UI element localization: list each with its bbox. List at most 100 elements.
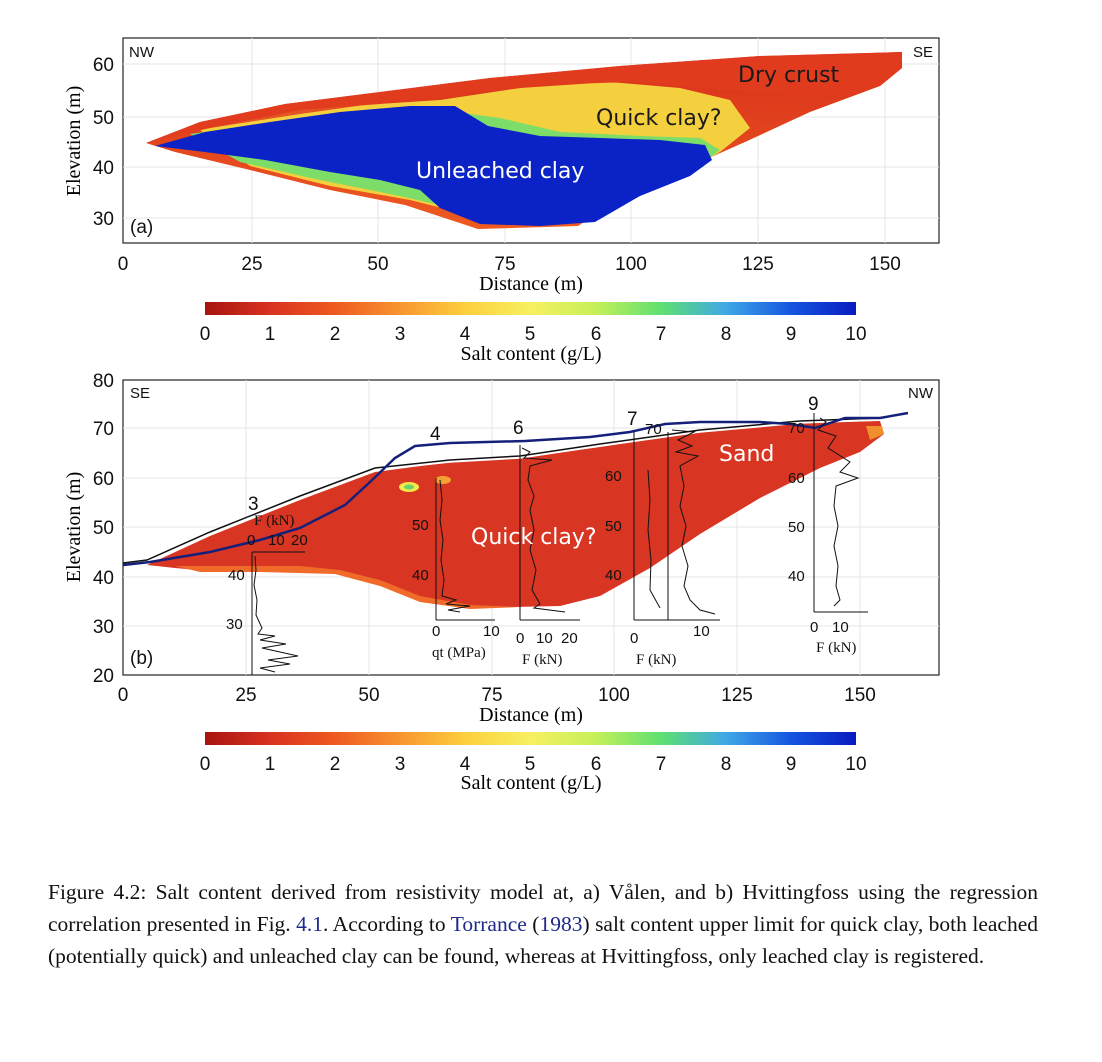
panel-b-xtick: 150 xyxy=(844,685,876,706)
panel-a-corner-left: NW xyxy=(129,44,155,61)
profile-6: 6 60 50 40 0 10 20 F (kN) xyxy=(513,418,622,668)
colorbar-a-tick: 6 xyxy=(591,324,602,345)
profile-3-trace xyxy=(253,555,299,673)
caption-text: . According to xyxy=(323,912,451,936)
colorbar-b-tick: 2 xyxy=(330,754,341,775)
section-b-orange-spot xyxy=(435,476,451,484)
colorbar-a-tick: 2 xyxy=(330,324,341,345)
colorbar-a-tick: 7 xyxy=(656,324,667,345)
profile-9-depth-tick: 50 xyxy=(788,519,805,536)
topography-line-white xyxy=(146,419,881,564)
colorbar-b-tick: 3 xyxy=(395,754,406,775)
panel-a-xtick: 50 xyxy=(367,254,388,275)
profile-6-depth-tick: 60 xyxy=(605,468,622,485)
profile-4-trace xyxy=(439,479,471,613)
figure-reference-link[interactable]: 4.1 xyxy=(296,912,324,936)
section-a-upper-dry-band xyxy=(146,52,902,143)
colorbar-a-tick: 0 xyxy=(200,324,211,345)
colorbar-b-tick: 9 xyxy=(786,754,797,775)
profile-9-tick: 10 xyxy=(832,619,849,636)
colorbar-a-tick: 1 xyxy=(265,324,276,345)
panel-a-xtick: 125 xyxy=(742,254,774,275)
profile-6-number: 6 xyxy=(513,418,524,439)
panel-a-xtick: 100 xyxy=(615,254,647,275)
caption-text: Figure 4.2: Salt content derived from re… xyxy=(48,880,1038,936)
panel-a-yticks: 60 50 40 30 xyxy=(93,55,114,230)
panel-a: 60 50 40 30 0 25 50 75 100 125 150 Eleva… xyxy=(63,37,940,295)
panel-b-salt-section xyxy=(123,411,909,609)
colorbar-b-tick: 1 xyxy=(265,754,276,775)
profile-9-depth-tick: 60 xyxy=(788,470,805,487)
panel-b-ytick: 70 xyxy=(93,419,114,440)
colorbar-b-label: Salt content (g/L) xyxy=(460,772,601,794)
panel-b-xtick: 50 xyxy=(358,685,379,706)
panel-b-corner-right: NW xyxy=(908,385,934,402)
profile-7-number: 7 xyxy=(627,409,638,430)
section-b-lower-orange xyxy=(175,566,520,609)
panel-b-xtick: 0 xyxy=(118,685,129,706)
figure-caption: Figure 4.2: Salt content derived from re… xyxy=(48,876,1038,972)
panel-b-xtick: 125 xyxy=(721,685,753,706)
colorbar-a-ticks: 0 1 2 3 4 5 6 7 8 9 10 xyxy=(200,324,867,345)
panel-a-xtick: 150 xyxy=(869,254,901,275)
colorbar-a-bar xyxy=(205,302,856,315)
section-a-unleached-zone xyxy=(155,106,712,226)
profile-9-depth-tick: 40 xyxy=(788,568,805,585)
panel-a-corner-right: SE xyxy=(913,44,933,61)
panel-b-xtick: 75 xyxy=(481,685,502,706)
profile-3-tick: 0 xyxy=(247,532,255,549)
profile-7-tick: 0 xyxy=(630,630,638,647)
colorbar-b-bar xyxy=(205,732,856,745)
topography-line xyxy=(123,417,881,564)
panel-a-xlabel: Distance (m) xyxy=(479,273,583,295)
panel-b-xtick: 25 xyxy=(235,685,256,706)
panel-b-ytick: 60 xyxy=(93,469,114,490)
profile-3-tick: 20 xyxy=(291,532,308,549)
profile-9-tick: 0 xyxy=(810,619,818,636)
colorbar-a-tick: 3 xyxy=(395,324,406,345)
colorbar-b: 0 1 2 3 4 5 6 7 8 9 10 Salt content (g/L… xyxy=(200,732,867,794)
figure-panels: 60 50 40 30 0 25 50 75 100 125 150 Eleva… xyxy=(63,37,940,794)
profile-9-trace xyxy=(817,417,860,607)
panel-a-ytick: 60 xyxy=(93,55,114,76)
colorbar-a-tick: 8 xyxy=(721,324,732,345)
colorbar-b-tick: 6 xyxy=(591,754,602,775)
section-b-green-spot xyxy=(404,484,414,490)
panel-a-xtick: 0 xyxy=(118,254,129,275)
annotation-quick-clay-b: Quick clay? xyxy=(471,525,597,550)
profile-4-axis-label: qt (MPa) xyxy=(432,645,486,661)
profile-4-tick: 10 xyxy=(483,623,500,640)
caption-text: ( xyxy=(526,912,540,936)
profile-3-number: 3 xyxy=(248,494,259,515)
panel-b-ytick: 50 xyxy=(93,518,114,539)
annotation-unleached-clay: Unleached clay xyxy=(416,159,584,184)
annotation-sand: Sand xyxy=(719,442,774,467)
citation-author-link[interactable]: Torrance xyxy=(450,912,527,936)
profile-6-depth-tick: 50 xyxy=(605,518,622,535)
section-b-right-orange xyxy=(866,426,884,440)
panel-b-ytick: 80 xyxy=(93,371,114,392)
panel-b-xlabel: Distance (m) xyxy=(479,704,583,726)
panel-a-ytick: 40 xyxy=(93,158,114,179)
panel-a-ylabel: Elevation (m) xyxy=(63,86,85,197)
panel-b-ylabel: Elevation (m) xyxy=(63,472,85,583)
colorbar-b-tick: 5 xyxy=(525,754,536,775)
panel-b-yticks: 80 70 60 50 40 30 20 xyxy=(93,371,114,687)
profile-3: 3 F (kN) 0 10 20 40 30 xyxy=(226,494,308,675)
panel-b-label: (b) xyxy=(130,648,153,669)
panel-b-xticks: 0 25 50 75 100 125 150 xyxy=(118,685,876,706)
panel-a-xtick: 25 xyxy=(241,254,262,275)
panel-b-ytick: 20 xyxy=(93,666,114,687)
profile-9-number: 9 xyxy=(808,394,819,415)
panel-b-ytick: 40 xyxy=(93,568,114,589)
profile-6-axis-label: F (kN) xyxy=(522,652,562,668)
citation-year-link[interactable]: 1983 xyxy=(539,912,583,936)
caption-text: ) salt content upper limit for quick cla… xyxy=(48,912,1038,968)
panel-a-xtick: 75 xyxy=(494,254,515,275)
profile-6-tick: 0 xyxy=(516,630,524,647)
profile-4-number: 4 xyxy=(430,424,441,445)
colorbar-a-tick: 10 xyxy=(845,324,866,345)
annotation-quick-clay-a: Quick clay? xyxy=(596,106,722,131)
colorbar-b-tick: 0 xyxy=(200,754,211,775)
panel-b-corner-left: SE xyxy=(130,385,150,402)
